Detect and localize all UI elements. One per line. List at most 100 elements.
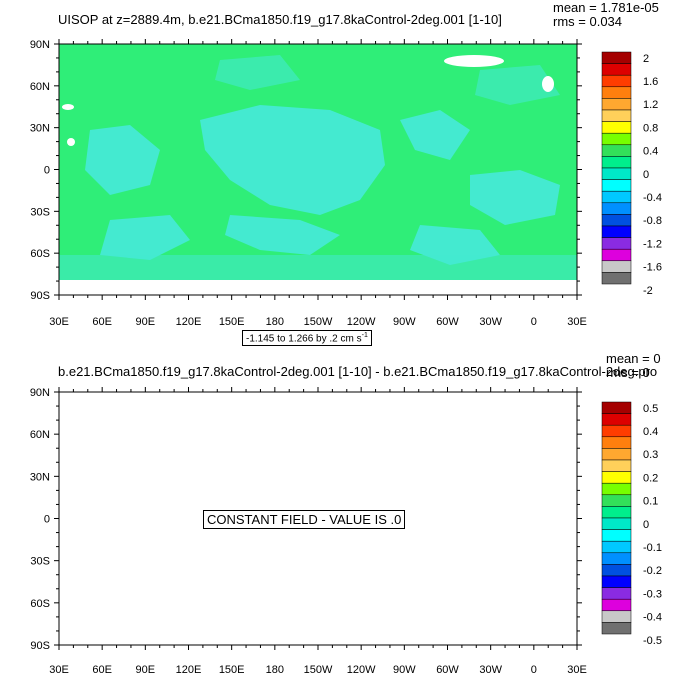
lat-label: 30S [30,206,50,218]
colorbar-swatch [601,51,632,64]
lon-label: 120E [176,664,202,676]
colorbar-label: 1.6 [643,76,658,88]
colorbar-swatch [601,167,632,180]
colorbar-label: 0.5 [643,403,658,415]
lon-label: 150E [219,316,245,328]
colorbar-swatch [601,121,632,134]
lon-label: 90W [393,316,416,328]
near-zero-regions [59,55,577,280]
colorbar-label: 0 [643,169,649,181]
panel1-title: UISOP at z=2889.4m, b.e21.BCma1850.f19_g… [58,12,502,27]
lat-label: 60N [30,429,50,441]
colorbar-swatch [601,482,632,496]
lat-label: 30N [30,471,50,483]
lon-label: 120W [347,664,376,676]
lon-label: 90W [393,664,416,676]
colorbar-swatch [601,214,632,227]
colorbar-label: 0.3 [643,449,658,461]
colorbar-swatch [601,190,632,204]
colorbar-swatch [601,156,632,169]
colorbar-swatch [601,598,632,612]
colorbar-label: 0.1 [643,496,658,508]
colorbar-swatch [601,248,632,262]
panel2-colorbar: 0.5 0.4 0.3 0.2 0.1 0 -0.1 -0.2 -0.3 -0.4 -0.5 [601,401,662,647]
lon-label: 30E [567,316,587,328]
lat-label: 90S [30,290,50,302]
antarctica-blank [59,280,577,294]
colorbar-swatch [601,506,632,519]
lat-label: 60S [30,598,50,610]
colorbar-swatch [601,63,632,76]
colorbar-label: -2 [643,285,653,297]
colorbar-swatch [601,272,632,285]
colorbar-swatch [601,575,632,588]
lon-label: 150E [219,664,245,676]
colorbar-label: 0.2 [643,472,658,484]
lon-label: 150W [304,316,333,328]
island-blank-3 [67,138,75,146]
island-blank [542,76,554,92]
colorbar-swatch [601,436,632,449]
colorbar-swatch [601,448,632,461]
lon-label: 60E [92,664,112,676]
colorbar-label: 2 [643,53,649,65]
colorbar-swatch [601,587,632,600]
lon-label: 120W [347,316,376,328]
lat-label: 60S [30,248,50,260]
lon-label: 30E [49,664,69,676]
panel2-rms: rms = 0 [606,365,650,380]
lon-label: 60E [92,316,112,328]
colorbar-label: -0.4 [643,192,662,204]
colorbar-swatch [601,529,632,542]
colorbar-label: 0.4 [643,146,658,158]
colorbar-swatch [601,260,632,273]
colorbar-swatch [601,132,632,146]
lat-label: 90S [30,640,50,652]
colorbar-label: -1.2 [643,238,662,250]
lon-label: 0 [531,316,537,328]
lon-label: 90E [136,316,156,328]
constant-field-label: CONSTANT FIELD - VALUE IS .0 [203,510,406,529]
lon-label: 150W [304,664,333,676]
lat-label: 0 [44,165,50,177]
colorbar-label: 0.4 [643,426,658,438]
lat-label: 0 [44,514,50,526]
colorbar-label: 0.8 [643,122,658,134]
lat-label: 90N [30,387,50,399]
colorbar-swatch [601,202,632,215]
island-blank-2 [62,104,74,110]
lon-label: 30E [567,664,587,676]
colorbar-label: -0.2 [643,565,662,577]
panel1-map: 90N 60N 30N 0 30S 60S 90S 30E 60E 90E 120E 150E 180… [30,39,662,328]
colorbar-swatch [601,459,632,472]
panel1-mean: mean = 1.781e-05 [553,0,659,15]
panel1-rms: rms = 0.034 [553,14,623,29]
lat-label: 90N [30,39,50,51]
colorbar-label: -0.5 [643,635,662,647]
lon-label: 180 [266,316,284,328]
colorbar-swatch [601,552,632,565]
colorbar-swatch [601,471,632,484]
colorbar-swatch [601,109,632,122]
colorbar-swatch [601,144,632,157]
colorbar-swatch [601,98,632,111]
colorbar-label: -0.8 [643,215,662,227]
colorbar-swatch [601,622,632,635]
colorbar-swatch [601,494,632,507]
lat-label: 30N [30,123,50,135]
lon-label: 30W [479,664,502,676]
colorbar-label: 0 [643,519,649,531]
colorbar-swatch [601,401,632,414]
colorbar-swatch [601,225,632,238]
colorbar-swatch [601,424,632,438]
lon-label: 90E [136,664,156,676]
lon-label: 60W [436,316,459,328]
panel1-colorbar: 2 1.6 1.2 0.8 0.4 0 -0.4 -0.8 -1.2 -1.6 -2 [601,51,662,297]
colorbar-swatch [601,237,632,250]
lon-label: 0 [531,664,537,676]
colorbar-label: -0.3 [643,588,662,600]
range-sup: -1 [361,332,368,339]
greenland-blank [444,55,504,67]
colorbar-swatch [601,413,632,426]
colorbar-swatch [601,74,632,88]
